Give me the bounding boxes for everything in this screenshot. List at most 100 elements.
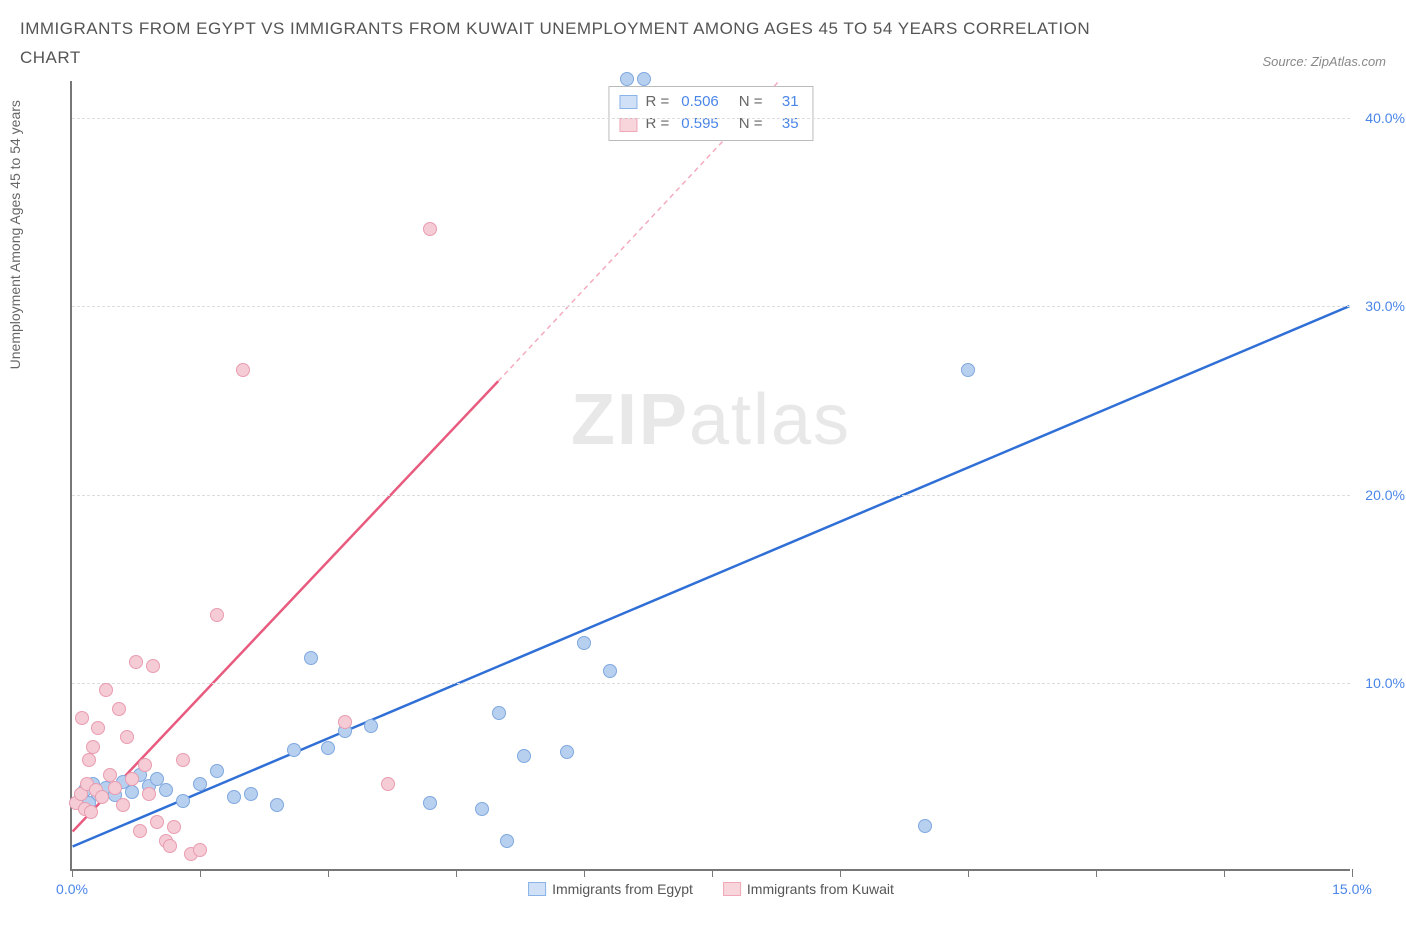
legend-swatch <box>528 882 546 896</box>
legend-item: Immigrants from Egypt <box>528 881 693 897</box>
legend-label: Immigrants from Kuwait <box>747 881 894 897</box>
data-point <box>125 785 139 799</box>
data-point <box>75 711 89 725</box>
r-label: R = <box>645 113 669 136</box>
x-tick <box>72 869 73 877</box>
data-point <box>227 790 241 804</box>
x-tick <box>584 869 585 877</box>
legend-label: Immigrants from Egypt <box>552 881 693 897</box>
trend-line <box>73 306 1350 846</box>
y-tick-label: 30.0% <box>1365 298 1405 314</box>
gridline <box>72 683 1350 684</box>
n-label: N = <box>739 91 763 114</box>
r-value: 0.506 <box>681 91 719 114</box>
watermark: ZIPatlas <box>571 379 851 461</box>
x-tick <box>200 869 201 877</box>
series-legend: Immigrants from Egypt Immigrants from Kuw… <box>528 881 894 897</box>
r-label: R = <box>645 91 669 114</box>
stats-legend-row: R = 0.595 N = 35 <box>619 113 802 136</box>
data-point <box>99 683 113 697</box>
data-point <box>500 834 514 848</box>
x-tick-label: 15.0% <box>1332 881 1372 897</box>
data-point <box>236 363 250 377</box>
data-point <box>112 702 126 716</box>
trend-lines-layer <box>72 81 1350 869</box>
chart-container: Unemployment Among Ages 45 to 54 years Z… <box>20 81 1386 911</box>
data-point <box>150 815 164 829</box>
x-tick <box>1224 869 1225 877</box>
n-label: N = <box>739 113 763 136</box>
data-point <box>918 819 932 833</box>
x-tick <box>840 869 841 877</box>
x-tick <box>1352 869 1353 877</box>
data-point <box>163 839 177 853</box>
r-value: 0.595 <box>681 113 719 136</box>
data-point <box>287 743 301 757</box>
source-attribution: Source: ZipAtlas.com <box>1262 54 1386 69</box>
data-point <box>91 721 105 735</box>
data-point <box>364 719 378 733</box>
data-point <box>423 796 437 810</box>
data-point <box>338 715 352 729</box>
n-value: 35 <box>775 113 799 136</box>
x-tick <box>968 869 969 877</box>
data-point <box>193 777 207 791</box>
data-point <box>146 659 160 673</box>
data-point <box>381 777 395 791</box>
data-point <box>475 802 489 816</box>
data-point <box>492 706 506 720</box>
data-point <box>108 781 122 795</box>
data-point <box>129 655 143 669</box>
data-point <box>142 787 156 801</box>
data-point <box>270 798 284 812</box>
data-point <box>84 805 98 819</box>
data-point <box>103 768 117 782</box>
x-tick <box>712 869 713 877</box>
x-tick <box>456 869 457 877</box>
chart-title: IMMIGRANTS FROM EGYPT VS IMMIGRANTS FROM… <box>20 15 1120 73</box>
data-point <box>120 730 134 744</box>
data-point <box>637 72 651 86</box>
data-point <box>95 790 109 804</box>
y-tick-label: 40.0% <box>1365 110 1405 126</box>
data-point <box>167 820 181 834</box>
y-tick-label: 10.0% <box>1365 675 1405 691</box>
y-axis-label: Unemployment Among Ages 45 to 54 years <box>7 100 23 369</box>
data-point <box>159 783 173 797</box>
chart-header: IMMIGRANTS FROM EGYPT VS IMMIGRANTS FROM… <box>20 15 1386 73</box>
data-point <box>210 764 224 778</box>
data-point <box>304 651 318 665</box>
data-point <box>133 824 147 838</box>
gridline <box>72 306 1350 307</box>
stats-legend: R = 0.506 N = 31 R = 0.595 N = 35 <box>608 86 813 141</box>
data-point <box>603 664 617 678</box>
gridline <box>72 495 1350 496</box>
x-tick <box>328 869 329 877</box>
legend-swatch <box>723 882 741 896</box>
x-tick-label: 0.0% <box>56 881 88 897</box>
data-point <box>138 758 152 772</box>
data-point <box>116 798 130 812</box>
legend-item: Immigrants from Kuwait <box>723 881 894 897</box>
watermark-bold: ZIP <box>571 380 689 460</box>
data-point <box>961 363 975 377</box>
data-point <box>193 843 207 857</box>
legend-swatch <box>619 118 637 132</box>
data-point <box>82 753 96 767</box>
data-point <box>321 741 335 755</box>
x-tick <box>1096 869 1097 877</box>
data-point <box>210 608 224 622</box>
data-point <box>176 794 190 808</box>
data-point <box>423 222 437 236</box>
data-point <box>620 72 634 86</box>
data-point <box>244 787 258 801</box>
stats-legend-row: R = 0.506 N = 31 <box>619 91 802 114</box>
gridline <box>72 118 1350 119</box>
data-point <box>577 636 591 650</box>
watermark-light: atlas <box>689 380 851 460</box>
data-point <box>86 740 100 754</box>
n-value: 31 <box>775 91 799 114</box>
data-point <box>560 745 574 759</box>
data-point <box>517 749 531 763</box>
trend-line <box>73 381 499 831</box>
